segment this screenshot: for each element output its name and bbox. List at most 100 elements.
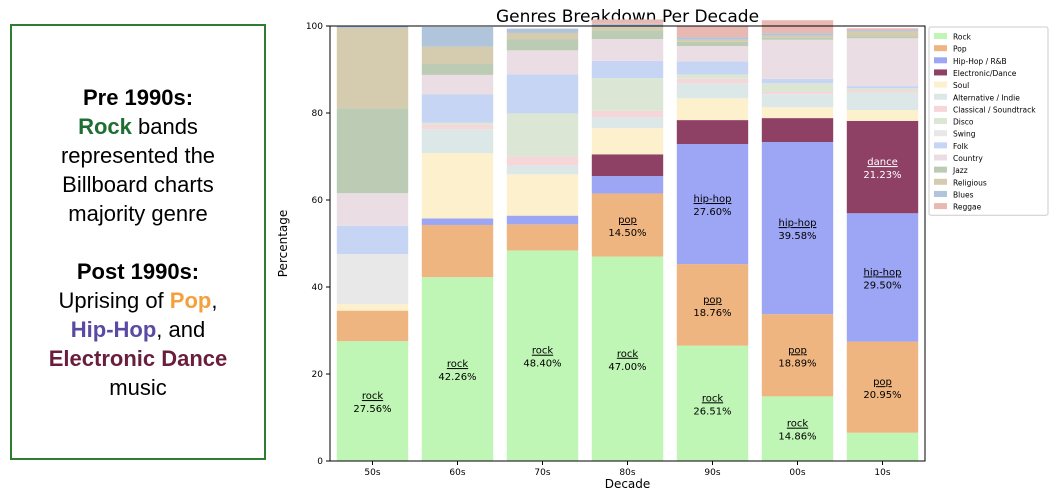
bar-segment (591, 117, 664, 129)
legend-entry: Rock (953, 33, 972, 42)
pop-highlight: Pop (169, 287, 212, 313)
edm-highlight: Electronic Dance (48, 345, 228, 371)
bar-segment (421, 122, 494, 125)
bar-annotation-name: hip-hop (864, 267, 902, 278)
bar-segment (506, 250, 579, 461)
bar-segment (336, 310, 409, 342)
bar-segment (676, 345, 749, 461)
bar-segment (846, 92, 919, 111)
bar-segment (506, 50, 579, 75)
legend-entry: Religious (953, 178, 987, 187)
bar-annotation-value: 14.86% (778, 432, 816, 443)
bar-annotation-value: 42.26% (438, 372, 476, 383)
bar-segment (506, 224, 579, 251)
bar-segment (846, 31, 919, 37)
bar-segment (591, 26, 664, 31)
bar-segment (846, 120, 919, 214)
bar-segment (846, 110, 919, 121)
bar-annotation-name: rock (787, 419, 809, 430)
bar-segment (761, 78, 834, 84)
bar-segment (761, 94, 834, 108)
legend-entry: Reggae (953, 203, 982, 212)
legend-entry: Folk (953, 142, 969, 151)
bar-segment (336, 27, 409, 109)
bar-segment (846, 341, 919, 433)
bar-segment (676, 46, 749, 62)
post-1990s-heading: Post 1990s: (76, 258, 200, 284)
bar-segment (761, 20, 834, 34)
bar-annotation-name: hip-hop (779, 218, 817, 229)
bar-annotation-name: rock (532, 346, 554, 357)
legend-swatch (934, 105, 947, 112)
y-tick-label: 100 (306, 22, 323, 32)
bar-segment (846, 213, 919, 342)
chart-title: Genres Breakdown Per Decade (496, 7, 759, 27)
legend-swatch (934, 142, 947, 149)
legend-swatch (934, 166, 947, 173)
bar-segment (846, 86, 919, 89)
pre-1990s-line-2: represented the (60, 142, 216, 168)
bar-segment (421, 129, 494, 154)
bar-segment (761, 83, 834, 92)
legend-entry: Blues (953, 190, 974, 199)
bar-annotation-value: 18.89% (778, 358, 816, 369)
bar-segment (676, 78, 749, 84)
bar-segment (676, 144, 749, 265)
legend-entry: Classical / Soundtrack (953, 105, 1036, 114)
bar-segment (506, 165, 579, 175)
bar-segment (761, 396, 834, 461)
bar-segment (846, 90, 919, 93)
bar-segment (676, 26, 749, 38)
y-tick-label: 80 (312, 109, 324, 119)
bar-segment (506, 32, 579, 40)
y-tick-label: 60 (312, 196, 324, 206)
x-axis-label: Decade (605, 477, 651, 491)
x-tick-label: 90s (704, 468, 720, 478)
bar-segment (676, 98, 749, 121)
bar-segment (421, 64, 494, 75)
legend-swatch (934, 190, 947, 197)
bar-segment (761, 39, 834, 79)
post-1990s-line-1-text: Uprising of (58, 287, 164, 313)
legend-entry: Swing (953, 130, 976, 139)
bar-segment (421, 27, 494, 47)
pre-1990s-line-1: Rock bands (78, 112, 198, 141)
bar-segment (421, 46, 494, 65)
y-axis-label: Percentage (276, 210, 290, 278)
bar-annotation-name: dance (867, 157, 897, 168)
bar-segment (591, 60, 664, 79)
bar-segment (506, 156, 579, 166)
legend-swatch (934, 45, 947, 52)
bar-segment (506, 215, 579, 225)
bar-segment (846, 30, 919, 32)
bar-annotation-value: 47.00% (608, 362, 646, 373)
y-tick-label: 20 (312, 370, 324, 380)
bar-annotation-name: rock (447, 359, 469, 370)
bar-segment (846, 36, 919, 39)
bar-annotation-value: 27.60% (693, 207, 731, 218)
rock-highlight: Rock (78, 113, 132, 139)
legend-box (928, 26, 1049, 216)
x-tick-label: 70s (534, 468, 550, 478)
bar-segment (591, 19, 664, 24)
bar-segment (761, 314, 834, 397)
bar-segment (336, 25, 409, 28)
x-tick-label: 00s (789, 468, 805, 478)
bar-segment (421, 74, 494, 95)
post-and: , and (156, 316, 206, 342)
post-1990s-line-2: Hip-Hop, and (71, 315, 205, 344)
bar-segment (591, 23, 664, 26)
bar-segment (506, 39, 579, 51)
legend-swatch (934, 81, 947, 88)
post-1990s-line-1: Uprising of Pop, (59, 286, 218, 315)
bar-segment (761, 107, 834, 119)
bar-segment (761, 142, 834, 315)
bar-segment (676, 37, 749, 40)
bar-segment (506, 74, 579, 114)
bar-segment (336, 193, 409, 226)
bar-segment (421, 218, 494, 225)
bar-segment (591, 193, 664, 257)
x-tick-label: 80s (619, 468, 635, 478)
legend-swatch (934, 93, 947, 100)
